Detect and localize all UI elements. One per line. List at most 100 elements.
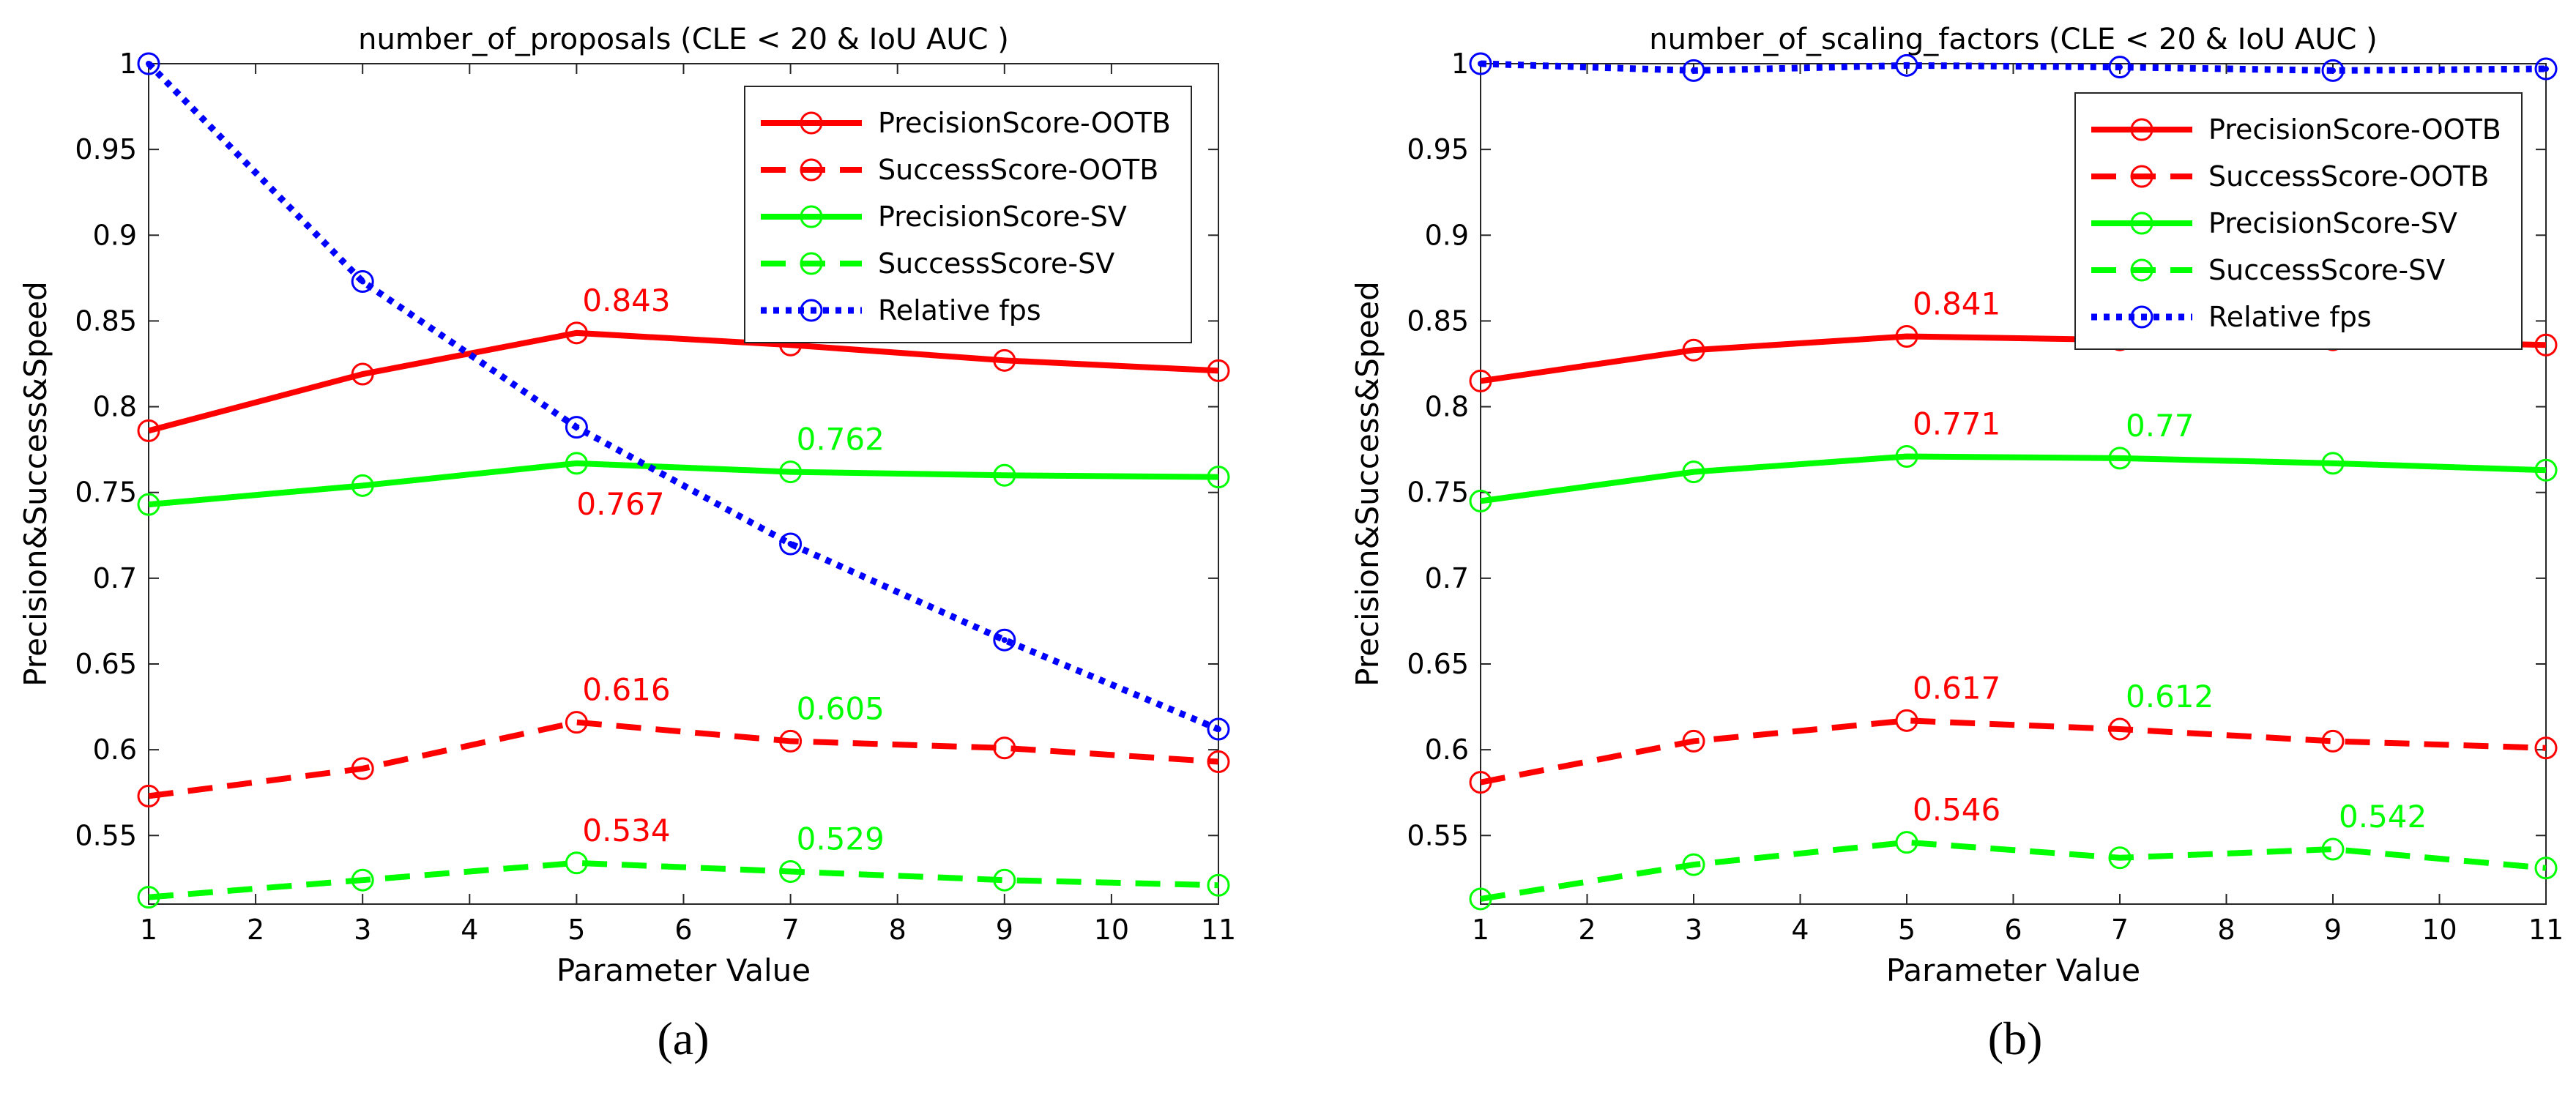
legend-item: SuccessScore-SV	[2091, 254, 2445, 286]
data-point	[351, 474, 374, 497]
series-successscore-sv	[1469, 831, 2558, 911]
data-label: 0.612	[2126, 679, 2214, 714]
x-tick-label: 10	[2421, 914, 2457, 946]
chart-title: number_of_proposals (CLE < 20 & IoU AUC …	[358, 23, 1009, 56]
data-point	[1207, 359, 1230, 382]
series-line	[148, 719, 1219, 799]
y-tick-label: 0.75	[75, 477, 137, 509]
x-tick-label: 2	[247, 914, 264, 946]
legend-marker	[800, 299, 823, 322]
data-point-center	[1478, 61, 1484, 67]
data-label: 0.771	[1913, 406, 2000, 442]
data-point	[993, 348, 1016, 372]
data-point	[2534, 736, 2558, 760]
data-point	[2108, 846, 2132, 870]
series-line	[1480, 60, 2547, 74]
data-point-center	[573, 424, 580, 430]
data-point	[1469, 489, 1492, 512]
data-point	[2321, 452, 2345, 475]
data-point	[2534, 333, 2558, 357]
legend-label: Relative fps	[878, 294, 1041, 326]
x-tick-label: 8	[889, 914, 907, 946]
x-tick-label: 2	[1578, 914, 1596, 946]
y-tick-label: 0.9	[1425, 219, 1469, 251]
data-point	[993, 463, 1016, 487]
data-point	[565, 416, 588, 439]
data-label: 0.843	[582, 283, 670, 318]
data-label: 0.542	[2339, 799, 2427, 835]
chart-title: number_of_scaling_factors (CLE < 20 & Io…	[1649, 23, 2377, 56]
data-point	[1207, 873, 1230, 897]
y-tick-label: 0.65	[1407, 648, 1469, 680]
data-point-center	[2117, 64, 2123, 70]
data-point	[1207, 466, 1230, 489]
x-tick-label: 9	[2324, 914, 2342, 946]
data-point	[351, 362, 374, 386]
series-precisionscore-sv	[137, 452, 1230, 516]
data-label: 0.529	[797, 821, 885, 857]
x-tick-label: 11	[2528, 914, 2564, 946]
legend-label: SuccessScore-SV	[878, 247, 1114, 280]
data-point	[779, 729, 803, 753]
data-point	[993, 628, 1016, 652]
data-point-center	[2330, 67, 2336, 74]
data-point	[1469, 887, 1492, 911]
data-point-center	[1904, 62, 1910, 69]
data-point	[1895, 709, 1918, 732]
legend-label: SuccessScore-OOTB	[2208, 160, 2489, 193]
data-point-center	[787, 541, 794, 547]
x-axis-label: Parameter Value	[556, 952, 811, 988]
legend-marker	[800, 158, 823, 182]
y-tick-label: 0.95	[75, 133, 137, 165]
data-point	[2108, 447, 2132, 470]
y-tick-label: 0.7	[1425, 562, 1469, 594]
legend-item: Relative fps	[761, 294, 1041, 326]
data-point	[565, 452, 588, 475]
y-tick-label: 0.7	[93, 562, 137, 594]
data-point	[1682, 460, 1705, 484]
legend-item: PrecisionScore-SV	[761, 201, 1127, 233]
data-point	[565, 851, 588, 875]
legend-item: PrecisionScore-OOTB	[761, 107, 1171, 139]
y-tick-label: 0.8	[1425, 391, 1469, 423]
data-point	[137, 52, 160, 75]
y-tick-label: 1	[119, 48, 137, 80]
data-label: 0.616	[582, 672, 670, 708]
data-point-center	[1001, 637, 1008, 643]
data-point-center	[146, 61, 152, 67]
data-point	[993, 736, 1016, 760]
data-point	[1895, 53, 1918, 77]
series-line	[147, 329, 1219, 434]
legend-marker	[2130, 165, 2154, 188]
series-successscore-ootb	[137, 711, 1230, 807]
x-tick-label: 5	[567, 914, 585, 946]
series-line	[1480, 839, 2547, 902]
x-tick-label: 6	[674, 914, 692, 946]
y-tick-label: 0.8	[93, 391, 137, 423]
data-point	[2108, 56, 2132, 79]
x-tick-label: 11	[1201, 914, 1236, 946]
series-line	[1480, 717, 2547, 786]
figure-caption: (b)	[1988, 1012, 2043, 1064]
data-label: 0.617	[1913, 670, 2000, 706]
chart-b: 1 2 3 4 5 6 7 8 9 10 11 0.55 0.6 0.65 0.7 0.75 0.8 0.85 0.…	[1350, 23, 2564, 1064]
legend-label: SuccessScore-SV	[2208, 254, 2445, 286]
legend-marker	[800, 205, 823, 228]
series-successscore-ootb	[1469, 709, 2558, 794]
x-tick-label: 8	[2217, 914, 2235, 946]
data-point	[779, 532, 803, 556]
data-point	[2321, 837, 2345, 861]
data-point	[1682, 59, 1705, 82]
data-point	[1682, 729, 1705, 753]
x-tick-label: 4	[461, 914, 478, 946]
series-line	[148, 460, 1219, 508]
legend-item: SuccessScore-OOTB	[761, 154, 1158, 186]
y-tick-label: 0.75	[1407, 477, 1469, 509]
data-point	[2534, 857, 2558, 880]
data-point	[351, 270, 374, 294]
series-successscore-sv	[137, 851, 1230, 909]
data-point	[779, 859, 803, 883]
x-tick-label: 5	[1898, 914, 1916, 946]
y-tick-label: 1	[1451, 48, 1469, 80]
